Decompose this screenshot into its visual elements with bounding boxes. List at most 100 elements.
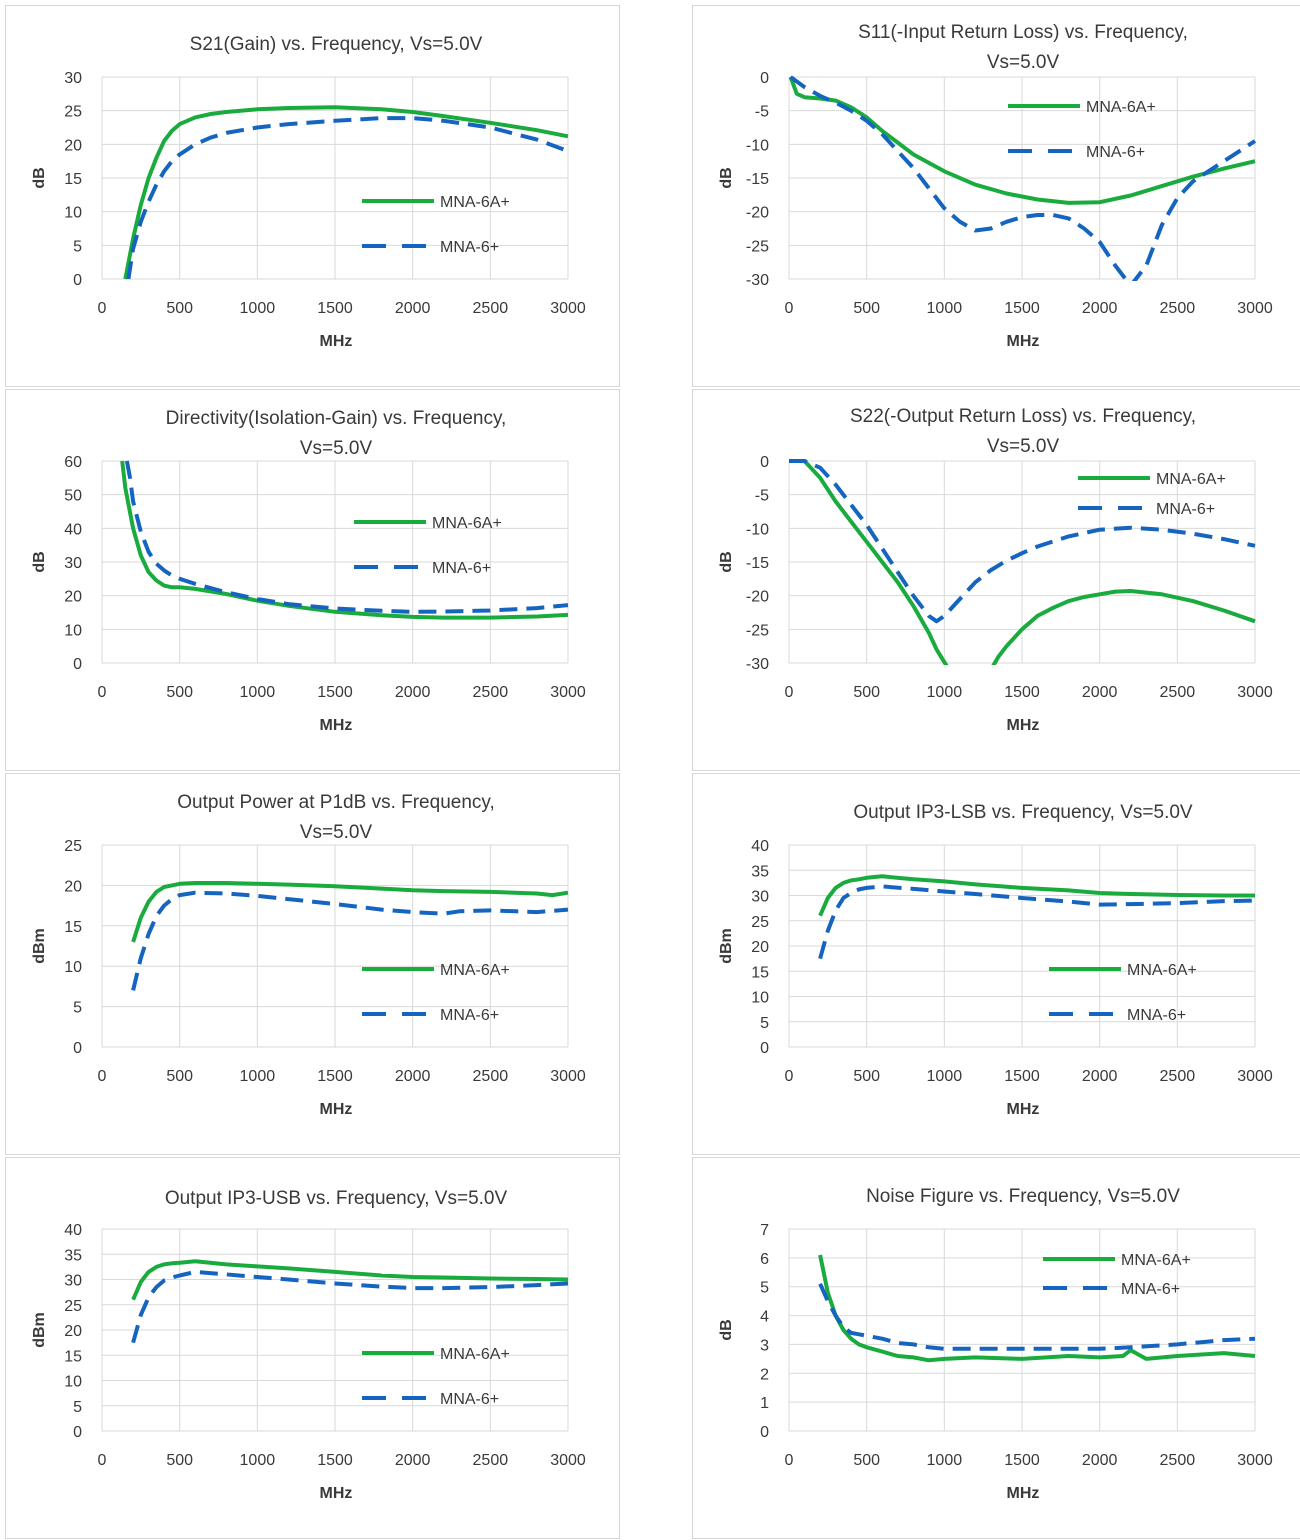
chart-panel-ip3-lsb: Output IP3-LSB vs. Frequency, Vs=5.0V 0 5 1… — [692, 773, 1300, 1155]
y-tick-label: 5 — [73, 1000, 82, 1017]
chart-title: S22(-Output Return Loss) vs. Frequency, — [850, 406, 1196, 427]
y-tick-label: 7 — [760, 1222, 769, 1239]
chart-panel-s11: S11(-Input Return Loss) vs. Frequency, Vs… — [692, 5, 1300, 387]
series-line-mna-6a — [131, 881, 569, 943]
legend-label: MNA-6A+ — [440, 962, 510, 979]
x-tick-label: 2000 — [1082, 1068, 1118, 1085]
y-tick-label: 0 — [760, 454, 769, 471]
y-tick-label: 40 — [64, 1222, 82, 1239]
x-tick-label: 1000 — [927, 300, 963, 317]
x-tick-label: 0 — [98, 684, 107, 701]
y-tick-label: 0 — [73, 272, 82, 289]
legend-label: MNA-6+ — [432, 560, 491, 577]
x-tick-label: 3000 — [1237, 300, 1273, 317]
chart-s11-svg: S11(-Input Return Loss) vs. Frequency, Vs… — [718, 22, 1273, 350]
y-tick-label: -30 — [746, 656, 769, 673]
y-tick-label: 40 — [64, 521, 82, 538]
x-tick-label: 1000 — [927, 1452, 963, 1469]
x-tick-label: 2000 — [395, 1068, 431, 1085]
y-tick-label: -10 — [746, 137, 769, 154]
x-tick-label: 500 — [853, 1452, 880, 1469]
x-tick-label: 0 — [785, 1068, 794, 1085]
y-tick-label: 5 — [73, 1399, 82, 1416]
y-tick-label: 40 — [751, 838, 769, 855]
y-tick-label: 10 — [64, 205, 82, 222]
chart-title: Vs=5.0V — [987, 436, 1060, 457]
y-tick-label: 3 — [760, 1337, 769, 1354]
chart-panel-p1db: Output Power at P1dB vs. Frequency, Vs=5.… — [5, 773, 620, 1155]
legend-label: MNA-6+ — [440, 1007, 499, 1024]
y-tick-label: 25 — [751, 914, 769, 931]
chart-panel-s21: S21(Gain) vs. Frequency, Vs=5.0V 0 5 10 15 20… — [5, 5, 620, 387]
chart-title: Vs=5.0V — [987, 52, 1060, 73]
x-tick-label: 2000 — [1082, 1452, 1118, 1469]
x-tick-label: 1000 — [240, 300, 276, 317]
legend-label: MNA-6A+ — [1121, 1252, 1191, 1269]
y-axis-label: dB — [718, 551, 735, 572]
x-axis-label: MHz — [320, 333, 353, 350]
y-tick-label: 30 — [751, 889, 769, 906]
y-tick-label: 60 — [64, 454, 82, 471]
chart-directivity-svg: Directivity(Isolation-Gain) vs. Frequenc… — [31, 408, 586, 734]
y-tick-label: 15 — [64, 171, 82, 188]
y-tick-label: 25 — [64, 1298, 82, 1315]
y-tick-label: -20 — [746, 589, 769, 606]
y-tick-label: 30 — [64, 555, 82, 572]
x-tick-label: 1000 — [240, 1452, 276, 1469]
x-tick-label: 1000 — [927, 1068, 963, 1085]
chart-title: Output Power at P1dB vs. Frequency, — [177, 792, 495, 813]
chart-s21-svg: S21(Gain) vs. Frequency, Vs=5.0V 0 5 10 15 20… — [31, 34, 586, 350]
x-axis-label: MHz — [1007, 1485, 1040, 1502]
x-tick-label: 500 — [166, 684, 193, 701]
y-axis-label: dB — [31, 551, 48, 572]
legend-label: MNA-6A+ — [440, 194, 510, 211]
chart-ip3-usb-svg: Output IP3-USB vs. Frequency, Vs=5.0V 0 5 1… — [31, 1188, 586, 1502]
x-tick-label: 1000 — [927, 684, 963, 701]
y-tick-label: -25 — [746, 622, 769, 639]
x-tick-label: 2500 — [473, 684, 509, 701]
x-tick-label: 1500 — [1004, 1068, 1040, 1085]
x-axis-label: MHz — [320, 1485, 353, 1502]
y-tick-label: 10 — [64, 622, 82, 639]
y-tick-label: 4 — [760, 1309, 769, 1326]
y-axis-label: dB — [31, 167, 48, 188]
y-tick-label: 5 — [760, 1015, 769, 1032]
x-tick-label: 1500 — [317, 300, 353, 317]
y-tick-label: 0 — [73, 656, 82, 673]
series-line-mna-6a — [818, 874, 1255, 917]
x-tick-label: 1500 — [317, 1452, 353, 1469]
x-axis-label: MHz — [320, 717, 353, 734]
x-axis-label: MHz — [1007, 717, 1040, 734]
x-tick-label: 500 — [166, 1068, 193, 1085]
y-tick-label: -25 — [746, 238, 769, 255]
series-line-mna-6 — [126, 116, 569, 280]
chart-title: Directivity(Isolation-Gain) vs. Frequenc… — [166, 408, 507, 429]
chart-title: Vs=5.0V — [300, 822, 373, 843]
y-tick-label: 35 — [751, 863, 769, 880]
legend-label: MNA-6+ — [1086, 144, 1145, 161]
y-tick-label: 50 — [64, 488, 82, 505]
x-tick-label: 0 — [785, 300, 794, 317]
y-tick-label: -20 — [746, 205, 769, 222]
x-tick-label: 1500 — [317, 1068, 353, 1085]
x-tick-label: 1000 — [240, 684, 276, 701]
x-tick-label: 0 — [98, 1452, 107, 1469]
chart-noise-figure-svg: Noise Figure vs. Frequency, Vs=5.0V 0 1 2 3 4… — [718, 1186, 1273, 1502]
y-tick-label: 0 — [73, 1040, 82, 1057]
x-tick-label: 3000 — [550, 1068, 586, 1085]
x-axis-label: MHz — [320, 1101, 353, 1118]
x-tick-label: 2500 — [473, 300, 509, 317]
series-line-mna-6a — [818, 1254, 1256, 1363]
x-tick-label: 3000 — [1237, 1068, 1273, 1085]
series-line-mna-6a — [131, 1259, 569, 1301]
chart-title: S21(Gain) vs. Frequency, Vs=5.0V — [190, 34, 483, 55]
series-line-mna-6 — [789, 459, 1256, 624]
x-tick-label: 1500 — [1004, 684, 1040, 701]
y-tick-label: 20 — [64, 137, 82, 154]
y-tick-label: 10 — [64, 1374, 82, 1391]
x-tick-label: 3000 — [550, 1452, 586, 1469]
y-tick-label: 20 — [64, 589, 82, 606]
y-axis-label: dBm — [31, 1312, 48, 1348]
y-axis-label: dBm — [718, 928, 735, 964]
y-tick-label: 15 — [64, 919, 82, 936]
